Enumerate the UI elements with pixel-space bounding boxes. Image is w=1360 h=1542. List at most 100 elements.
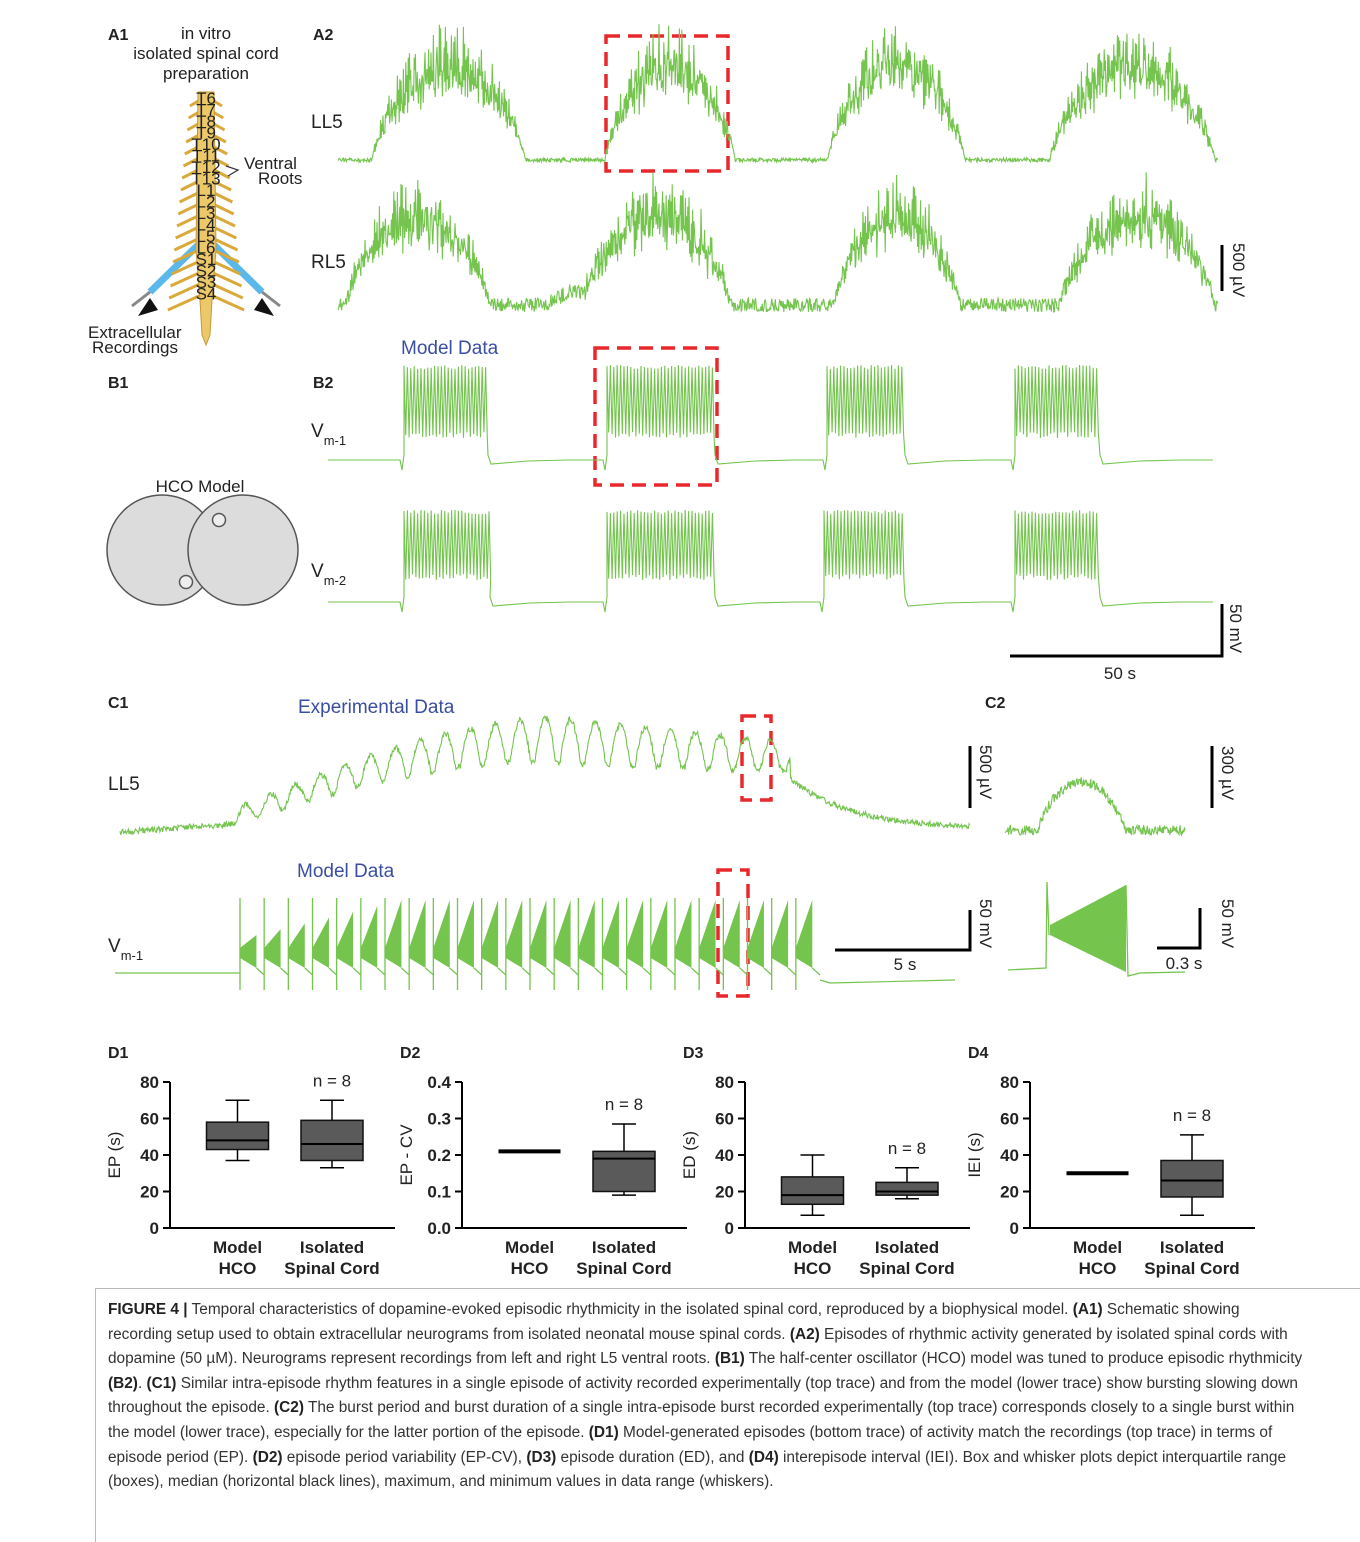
panel-label: D3 [683, 1045, 704, 1062]
y-tick-label: 0 [150, 1219, 159, 1238]
trace [820, 980, 955, 983]
scale-label: 50 mV [976, 899, 995, 949]
trace-label-main: V [311, 561, 324, 582]
caption-ref: (C2) [274, 1399, 304, 1416]
trace [120, 716, 970, 835]
category-label: Spinal Cord [284, 1259, 379, 1278]
burst [651, 900, 667, 968]
y-tick-label: 80 [140, 1073, 159, 1092]
annotation: n = 8 [888, 1139, 926, 1158]
caption-ref: (B2) [108, 1375, 138, 1392]
y-axis-label: EP - CV [397, 1124, 416, 1186]
caption-text: episode duration (ED), and [556, 1449, 749, 1466]
caption-text: . [138, 1375, 147, 1392]
trace [338, 172, 1218, 312]
caption-ref: (D3) [526, 1449, 556, 1466]
y-tick-label: 40 [140, 1146, 159, 1165]
category-label: Isolated [592, 1238, 656, 1257]
box [782, 1177, 844, 1204]
burst [1050, 885, 1126, 972]
burst [337, 912, 353, 968]
interburst [788, 968, 796, 975]
trace [338, 24, 1218, 162]
category-label: Model [213, 1238, 262, 1257]
spinal-cord: T6T7T8T9T10T11T12T13L1L2L3L4L5L6S1S2S3S4 [132, 89, 280, 345]
burst [385, 900, 401, 968]
scale-label: 50 mV [1218, 899, 1237, 949]
section-title: Model Data [297, 861, 395, 882]
box [876, 1182, 938, 1195]
caption-ref: (A2) [790, 1326, 820, 1343]
highlight-boxes [595, 36, 771, 996]
category-label: HCO [794, 1259, 832, 1278]
panel-label: B1 [108, 375, 129, 392]
trace-label: Vm-2 [311, 561, 346, 588]
scale-label: 50 s [1104, 664, 1136, 683]
y-tick-label: 80 [715, 1073, 734, 1092]
root-marker [226, 166, 238, 176]
burst [288, 923, 304, 968]
trace-label-main: V [311, 421, 324, 442]
figure: A1 in vitro isolated spinal cord prepara… [0, 0, 1360, 1288]
interburst [571, 968, 579, 975]
y-tick-label: 0 [1010, 1219, 1019, 1238]
trace [328, 365, 1213, 470]
interburst [256, 968, 264, 975]
burst [699, 900, 715, 968]
caption-text: The half-center oscillator (HCO) model w… [745, 1350, 1302, 1367]
y-tick-label: 60 [715, 1110, 734, 1129]
burst [627, 900, 643, 968]
burst [433, 900, 449, 968]
burst [409, 900, 425, 968]
model-title: HCO Model [156, 477, 245, 496]
burst [240, 935, 256, 968]
schematic-note: Roots [258, 169, 302, 188]
root [212, 273, 242, 287]
category-label: HCO [511, 1259, 549, 1278]
interburst [619, 968, 627, 975]
category-label: Isolated [300, 1238, 364, 1257]
y-tick-label: 0.3 [427, 1110, 451, 1129]
interburst [474, 968, 482, 975]
trace-label: RL5 [311, 252, 346, 273]
interburst [329, 968, 337, 975]
caption-ref: (D1) [589, 1424, 619, 1441]
burst [313, 918, 329, 969]
y-tick-label: 0.0 [427, 1219, 451, 1238]
interburst [812, 968, 820, 975]
trace-label-sub: m-2 [324, 573, 346, 588]
y-tick-label: 20 [715, 1183, 734, 1202]
schematic-note: Recordings [92, 338, 178, 357]
caption-text: Temporal characteristics of dopamine-evo… [188, 1301, 1073, 1318]
box [207, 1122, 269, 1149]
panel-label: C1 [108, 695, 129, 712]
scale-label: 300 µV [1218, 746, 1237, 801]
caption-ref: (C1) [147, 1375, 177, 1392]
y-tick-label: 20 [140, 1183, 159, 1202]
trace [1008, 882, 1049, 970]
category-label: Isolated [875, 1238, 939, 1257]
y-tick-label: 40 [715, 1146, 734, 1165]
interburst [305, 968, 313, 975]
schematic-title: preparation [163, 64, 249, 83]
interburst [691, 968, 699, 975]
burst [530, 900, 546, 968]
interburst [426, 968, 434, 975]
burst [506, 900, 522, 968]
y-axis-label: EP (s) [105, 1132, 124, 1179]
burst [723, 900, 739, 968]
panel-label: D1 [108, 1045, 129, 1062]
category-label: Model [505, 1238, 554, 1257]
trace-label-sub: m-1 [121, 948, 143, 963]
trace-label: Vm-1 [311, 421, 346, 448]
y-tick-label: 0.4 [427, 1073, 451, 1092]
box [1161, 1160, 1223, 1197]
burst [772, 900, 788, 968]
y-tick-label: 0 [725, 1219, 734, 1238]
burst [554, 900, 570, 968]
category-label: Model [1073, 1238, 1122, 1257]
caption: FIGURE 4 | Temporal characteristics of d… [108, 1298, 1303, 1495]
scale-bars [835, 245, 1222, 950]
y-tick-label: 0.2 [427, 1146, 451, 1165]
interburst [353, 968, 361, 975]
